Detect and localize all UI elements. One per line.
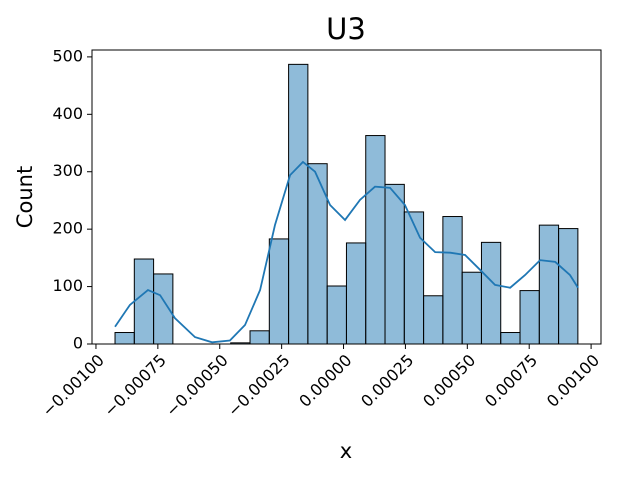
bar (480, 241, 502, 345)
bar (461, 271, 482, 345)
x-tick-label: 0.00075 (481, 351, 541, 411)
bar (326, 285, 347, 345)
x-tick-label: −0.00100 (38, 351, 108, 421)
x-tick-label: 0.00025 (357, 351, 417, 411)
bar (365, 135, 386, 345)
y-tick-label: 100 (52, 276, 83, 295)
bar (249, 330, 270, 345)
bar (268, 238, 290, 345)
chart-title: U3 (326, 12, 366, 46)
bar (558, 228, 579, 345)
bar (403, 211, 425, 345)
bar (288, 63, 309, 345)
y-tick-label: 300 (52, 161, 83, 180)
y-tick-label: 500 (52, 46, 83, 65)
bar (133, 258, 155, 345)
x-tick-label: −0.00025 (224, 351, 294, 421)
bar (519, 290, 540, 345)
plot-frame (91, 49, 602, 345)
bar (538, 224, 560, 345)
bar (114, 332, 135, 345)
y-axis-label: Count (13, 166, 37, 228)
x-tick-label: −0.00075 (100, 351, 170, 421)
y-tick-label: 400 (52, 104, 83, 123)
bar (442, 216, 463, 345)
y-tick-label: 200 (52, 219, 83, 238)
x-tick-label: −0.00050 (162, 351, 232, 421)
bar (500, 332, 521, 345)
x-tick-label: 0.00100 (543, 351, 603, 411)
bar (423, 295, 444, 345)
bar (345, 242, 367, 345)
x-tick-label: 0.00000 (295, 351, 355, 411)
x-axis-label: x (340, 439, 352, 463)
y-tick-label: 0 (73, 334, 83, 353)
x-tick-label: 0.00050 (419, 351, 479, 411)
kde-line (114, 160, 579, 344)
bar (384, 183, 405, 345)
